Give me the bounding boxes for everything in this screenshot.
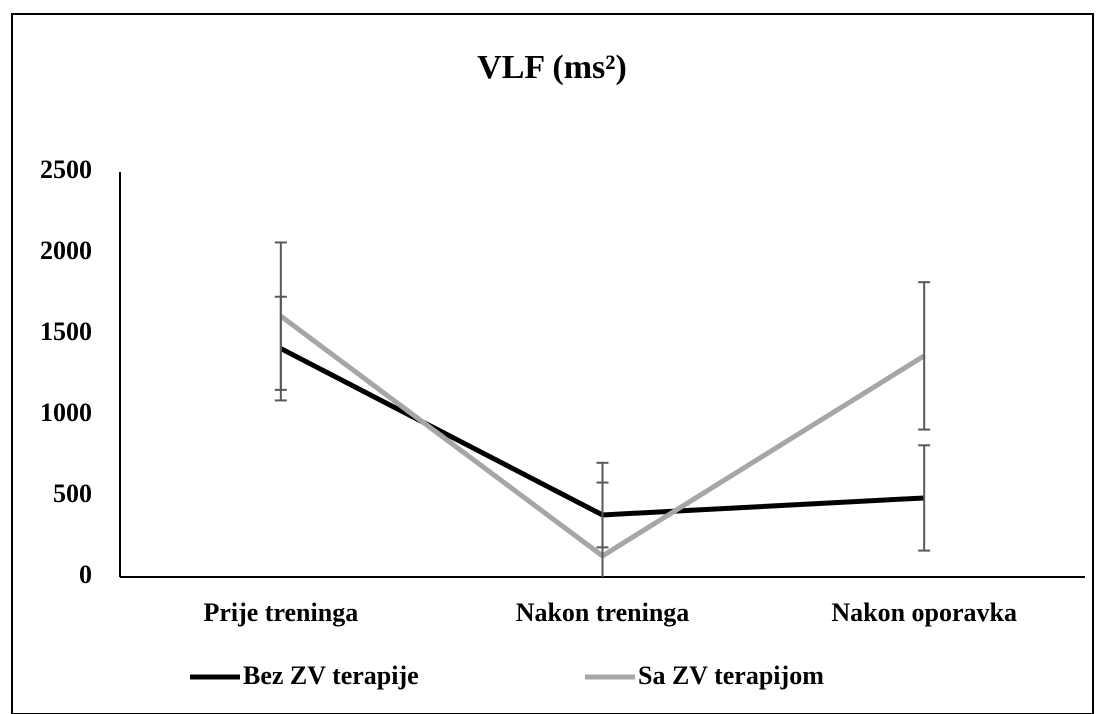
error-bar	[274, 241, 287, 391]
y-tick-label: 2000	[40, 236, 92, 265]
x-tick-label: Nakon treninga	[516, 598, 690, 627]
plot-area	[274, 241, 931, 577]
error-bar	[918, 281, 931, 431]
x-tick-label: Prije treninga	[203, 598, 358, 627]
y-tick-label: 0	[79, 560, 92, 589]
x-tick-label: Nakon oporavka	[831, 598, 1017, 627]
chart-title: VLF (ms²)	[477, 49, 627, 86]
y-tick-label: 500	[53, 479, 92, 508]
y-tick-label: 1000	[40, 398, 92, 427]
y-tick-label: 2500	[40, 155, 92, 184]
legend-label: Bez ZV terapije	[243, 661, 419, 690]
error-bar	[918, 444, 931, 552]
y-tick-label: 1500	[40, 317, 92, 346]
legend-label: Sa ZV terapijom	[638, 661, 824, 690]
error-bar	[596, 461, 609, 577]
